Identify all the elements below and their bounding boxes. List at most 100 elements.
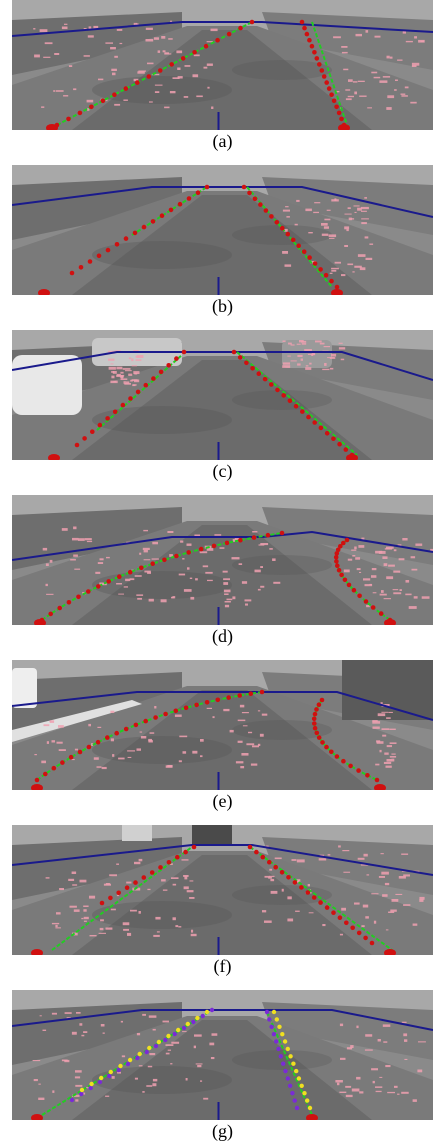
detected-point: [305, 890, 311, 895]
detected-point: [186, 550, 191, 555]
detected-point: [204, 700, 210, 705]
detected-point: [286, 875, 291, 880]
detected-point: [323, 272, 329, 278]
detected-point: [108, 895, 113, 901]
detected-point: [292, 880, 298, 885]
detected-point: [60, 760, 65, 765]
detected-point: [294, 1105, 300, 1111]
detected-point: [105, 735, 110, 740]
detected-point: [124, 885, 130, 890]
detected-point: [185, 1021, 190, 1027]
detected-point: [273, 864, 279, 870]
detected-point: [251, 535, 257, 540]
detected-point: [307, 37, 312, 43]
detected-point: [90, 429, 95, 434]
detected-point: [334, 754, 340, 759]
detected-point: [77, 110, 83, 116]
detected-point: [342, 577, 348, 583]
detected-point: [267, 1017, 272, 1022]
detected-point: [331, 910, 336, 915]
detected-point: [147, 1045, 152, 1051]
detected-point: [285, 1046, 290, 1052]
detected-point: [264, 1009, 270, 1015]
detected-point: [86, 589, 91, 594]
detected-point: [331, 98, 337, 104]
detected-point: [105, 416, 110, 421]
detected-point: [265, 532, 271, 538]
detected-point: [260, 854, 266, 860]
detected-point: [203, 43, 209, 49]
detected-point: [287, 1083, 293, 1088]
detected-point: [291, 1061, 296, 1066]
detected-point: [336, 567, 342, 573]
detected-point: [278, 1054, 283, 1059]
figure-panel-e: (e): [12, 660, 433, 816]
road-scene-image: [12, 495, 433, 625]
detected-point: [200, 1013, 205, 1019]
detected-point: [306, 414, 311, 420]
detected-point: [173, 708, 179, 714]
detected-point: [281, 1061, 286, 1066]
detected-point: [305, 1098, 310, 1103]
detected-point: [105, 247, 111, 253]
detected-point: [274, 1017, 279, 1022]
detected-point: [76, 594, 81, 600]
detected-point: [318, 900, 323, 905]
detected-point: [271, 1009, 277, 1015]
figure-panel-a: (a): [12, 0, 433, 156]
detected-point: [326, 86, 332, 91]
detected-point: [299, 19, 305, 25]
detected-point: [133, 722, 139, 728]
detected-point: [112, 92, 117, 97]
lane-origin-right: [374, 784, 386, 790]
detected-point: [120, 402, 126, 408]
detected-point: [127, 569, 133, 575]
detected-point: [116, 1067, 121, 1073]
detected-point: [57, 605, 62, 611]
detected-point: [338, 544, 343, 549]
detected-point: [169, 62, 174, 67]
detected-point: [312, 50, 317, 55]
detected-point: [107, 1073, 112, 1079]
lane-origin-left: [46, 124, 58, 130]
detected-point: [249, 19, 255, 25]
detected-point: [181, 1025, 187, 1031]
detected-point: [195, 190, 201, 195]
detected-point: [150, 561, 155, 566]
detected-point: [318, 267, 323, 272]
detected-point: [186, 196, 192, 201]
detected-point: [334, 284, 340, 290]
detected-point: [314, 707, 319, 712]
detected-point: [341, 540, 346, 546]
detected-point: [301, 249, 307, 254]
detected-point: [292, 1098, 297, 1103]
detected-point: [369, 940, 375, 946]
detected-point: [317, 62, 322, 67]
detected-point: [252, 196, 258, 202]
detected-point: [34, 777, 40, 783]
detected-point: [267, 859, 272, 865]
detected-point: [87, 259, 93, 264]
detected-point: [89, 1081, 94, 1087]
detected-point: [312, 725, 318, 731]
detected-point: [283, 1068, 288, 1074]
detected-point: [238, 25, 243, 31]
detected-point: [280, 1032, 285, 1037]
lane-origin-right: [331, 289, 343, 295]
detected-point: [79, 1087, 85, 1093]
detected-point: [237, 693, 242, 698]
detected-point: [307, 255, 312, 260]
detected-point: [226, 31, 232, 37]
lane-origin-left: [34, 619, 46, 625]
detected-point: [166, 860, 172, 865]
detected-point: [74, 442, 80, 448]
detected-point: [290, 1091, 295, 1096]
detected-point: [374, 777, 380, 783]
detected-point: [324, 431, 330, 436]
detected-point: [341, 758, 346, 764]
detected-point: [247, 844, 253, 850]
detected-point: [135, 1055, 140, 1061]
detected-point: [166, 363, 171, 368]
detected-point: [97, 422, 103, 428]
detected-point: [356, 930, 362, 936]
